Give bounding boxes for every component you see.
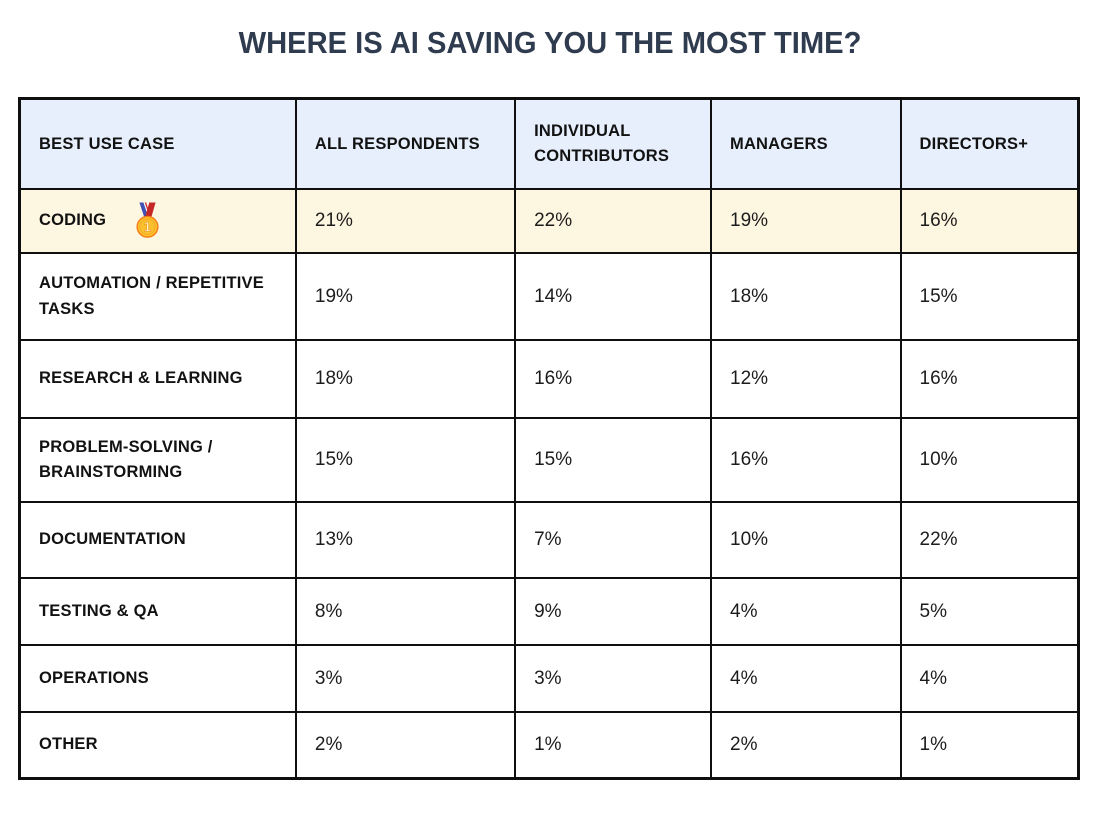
column-header: ALL RESPONDENTS bbox=[294, 97, 517, 191]
use-case-label: OPERATIONS bbox=[39, 668, 149, 687]
use-case-cell: CODING 1 bbox=[18, 188, 297, 255]
use-case-cell: TESTING & QA bbox=[18, 577, 297, 647]
value-cell: 7% bbox=[514, 501, 712, 580]
table-row: CODING 1 21% 22% 19% 16% bbox=[18, 188, 1080, 255]
use-case-label: AUTOMATION / REPETITIVE TASKS bbox=[39, 274, 264, 318]
value-cell: 2% bbox=[294, 711, 517, 780]
value-cell: 16% bbox=[899, 188, 1080, 255]
table-row: PROBLEM-SOLVING / BRAINSTORMING 15% 15% 16%… bbox=[18, 417, 1080, 504]
column-header: INDIVIDUAL CONTRIBUTORS bbox=[514, 97, 712, 191]
use-case-label-wrap: DOCUMENTATION bbox=[39, 527, 277, 553]
table-row: AUTOMATION / REPETITIVE TASKS 19% 14% 18% 15… bbox=[18, 252, 1080, 342]
use-case-cell: PROBLEM-SOLVING / BRAINSTORMING bbox=[18, 417, 297, 504]
first-place-medal-icon: 1 bbox=[136, 202, 159, 238]
value-cell: 13% bbox=[294, 501, 517, 580]
value-cell: 9% bbox=[514, 577, 712, 647]
value-cell: 12% bbox=[710, 339, 902, 420]
use-case-label: PROBLEM-SOLVING / BRAINSTORMING bbox=[39, 437, 213, 482]
value-cell: 4% bbox=[710, 644, 902, 714]
value-cell: 18% bbox=[710, 252, 902, 342]
value-cell: 15% bbox=[294, 417, 517, 504]
use-case-label-wrap: CODING 1 bbox=[39, 202, 277, 240]
table-row: TESTING & QA 8% 9% 4% 5% bbox=[18, 577, 1080, 647]
header-row: BEST USE CASE ALL RESPONDENTS INDIVIDUAL C… bbox=[18, 97, 1080, 191]
value-cell: 10% bbox=[710, 501, 902, 580]
use-case-label: OTHER bbox=[39, 735, 98, 754]
use-case-label: CODING bbox=[39, 211, 107, 230]
use-case-label-wrap: AUTOMATION / REPETITIVE TASKS bbox=[39, 271, 277, 322]
page-title: WHERE IS AI SAVING YOU THE MOST TIME? bbox=[238, 25, 862, 60]
value-cell: 19% bbox=[710, 188, 902, 255]
svg-text:1: 1 bbox=[144, 219, 152, 234]
value-cell: 22% bbox=[899, 501, 1080, 580]
use-case-label-wrap: OPERATIONS bbox=[39, 666, 277, 692]
use-case-cell: DOCUMENTATION bbox=[18, 501, 297, 580]
value-cell: 1% bbox=[899, 711, 1080, 780]
table-row: DOCUMENTATION 13% 7% 10% 22% bbox=[18, 501, 1080, 580]
value-cell: 15% bbox=[899, 252, 1080, 342]
use-case-cell: OPERATIONS bbox=[18, 644, 297, 714]
value-cell: 10% bbox=[899, 417, 1080, 504]
use-case-label-wrap: TESTING & QA bbox=[39, 599, 277, 625]
use-case-label: TESTING & QA bbox=[39, 601, 159, 620]
use-case-cell: RESEARCH & LEARNING bbox=[18, 339, 297, 420]
value-cell: 15% bbox=[514, 417, 712, 504]
ai-time-savings-table: BEST USE CASE ALL RESPONDENTS INDIVIDUAL C… bbox=[18, 96, 1080, 780]
value-cell: 19% bbox=[294, 252, 517, 342]
use-case-label: RESEARCH & LEARNING bbox=[39, 369, 243, 388]
value-cell: 3% bbox=[514, 644, 712, 714]
use-case-label-wrap: RESEARCH & LEARNING bbox=[39, 366, 277, 392]
column-header: MANAGERS bbox=[710, 97, 902, 191]
value-cell: 22% bbox=[514, 188, 712, 255]
column-header: BEST USE CASE bbox=[18, 97, 297, 191]
table-row: OTHER 2% 1% 2% 1% bbox=[18, 711, 1080, 780]
value-cell: 21% bbox=[294, 188, 517, 255]
value-cell: 1% bbox=[514, 711, 712, 780]
value-cell: 5% bbox=[899, 577, 1080, 647]
value-cell: 14% bbox=[514, 252, 712, 342]
value-cell: 16% bbox=[710, 417, 902, 504]
use-case-cell: AUTOMATION / REPETITIVE TASKS bbox=[18, 252, 297, 342]
use-case-cell: OTHER bbox=[18, 711, 297, 780]
value-cell: 16% bbox=[899, 339, 1080, 420]
use-case-label-wrap: PROBLEM-SOLVING / BRAINSTORMING bbox=[39, 435, 277, 486]
table-row: RESEARCH & LEARNING 18% 16% 12% 16% bbox=[18, 339, 1080, 420]
use-case-label: DOCUMENTATION bbox=[39, 530, 186, 549]
value-cell: 8% bbox=[294, 577, 517, 647]
column-header: DIRECTORS+ bbox=[899, 97, 1080, 191]
value-cell: 16% bbox=[514, 339, 712, 420]
use-case-label-wrap: OTHER bbox=[39, 732, 277, 758]
value-cell: 2% bbox=[710, 711, 902, 780]
table-row: OPERATIONS 3% 3% 4% 4% bbox=[18, 644, 1080, 714]
value-cell: 4% bbox=[899, 644, 1080, 714]
table-body: CODING 1 21% 22% 19% 16% AUTOMATION / REPETITI… bbox=[18, 188, 1080, 780]
value-cell: 3% bbox=[294, 644, 517, 714]
value-cell: 18% bbox=[294, 339, 517, 420]
value-cell: 4% bbox=[710, 577, 902, 647]
